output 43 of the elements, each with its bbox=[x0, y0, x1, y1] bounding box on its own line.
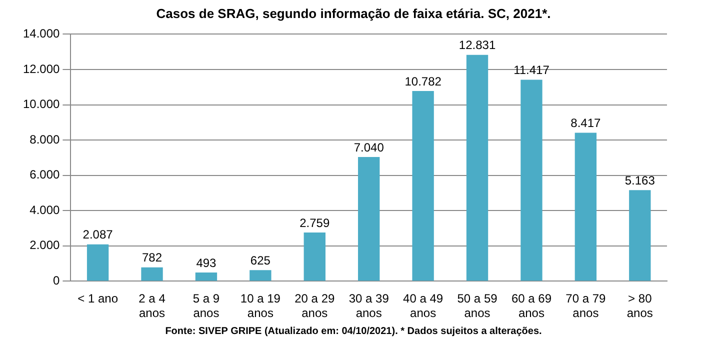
x-tick-label: 70 a 79 anos bbox=[566, 292, 606, 320]
data-label: 493 bbox=[196, 256, 217, 270]
y-tick-label: 12.000 bbox=[23, 62, 60, 76]
bar bbox=[141, 267, 163, 281]
y-tick-label: 10.000 bbox=[23, 97, 60, 112]
bar bbox=[412, 90, 434, 281]
bar bbox=[86, 244, 109, 281]
x-tick-label: 2 a 4 anos bbox=[138, 292, 166, 320]
y-tick-label: 0 bbox=[53, 274, 60, 288]
source-note: Fonte: SIVEP GRIPE (Atualizado em: 04/10/2021). * Dados sujeitos a alterações. bbox=[164, 326, 543, 337]
bar bbox=[574, 132, 597, 281]
x-tick-label: 20 a 29 anos bbox=[294, 292, 335, 320]
x-tick-label: 60 a 69 anos bbox=[511, 292, 552, 320]
data-label: 8.417 bbox=[570, 116, 602, 130]
x-tick-label: 50 a 59 anos bbox=[457, 292, 498, 320]
data-label: 7.040 bbox=[354, 140, 384, 154]
x-tick-label: 10 a 19 anos bbox=[240, 292, 281, 320]
data-label: 5.163 bbox=[624, 173, 656, 188]
x-tick-label: 5 a 9 anos bbox=[192, 292, 220, 320]
y-tick-label: 4.000 bbox=[30, 202, 60, 217]
y-tick-label: 2.000 bbox=[30, 238, 60, 252]
data-label: 782 bbox=[142, 250, 162, 265]
bar bbox=[358, 156, 380, 281]
bar bbox=[304, 232, 326, 281]
chart-title: Casos de SRAG, segundo informação de faixa etária. SC, 2021*. bbox=[155, 6, 552, 23]
data-label: 11.417 bbox=[514, 63, 550, 78]
bar bbox=[520, 80, 542, 281]
data-label: 12.831 bbox=[458, 38, 496, 52]
x-tick-label: > 80 anos bbox=[626, 292, 653, 320]
x-tick-label: 30 a 39 anos bbox=[348, 292, 390, 320]
bar bbox=[195, 272, 218, 281]
bar bbox=[629, 190, 651, 281]
bar bbox=[250, 270, 272, 281]
x-tick-label: < 1 ano bbox=[78, 292, 118, 306]
data-label: 2.759 bbox=[300, 216, 330, 230]
data-label: 625 bbox=[250, 253, 271, 268]
y-tick-label: 6.000 bbox=[30, 168, 60, 182]
y-tick-label: 8.000 bbox=[30, 132, 60, 146]
x-tick-label: 40 a 49 anos bbox=[403, 292, 444, 320]
y-tick-label: 14.000 bbox=[23, 26, 60, 41]
data-label: 10.782 bbox=[404, 74, 442, 88]
data-label: 2.087 bbox=[82, 228, 114, 242]
bar bbox=[466, 54, 488, 281]
